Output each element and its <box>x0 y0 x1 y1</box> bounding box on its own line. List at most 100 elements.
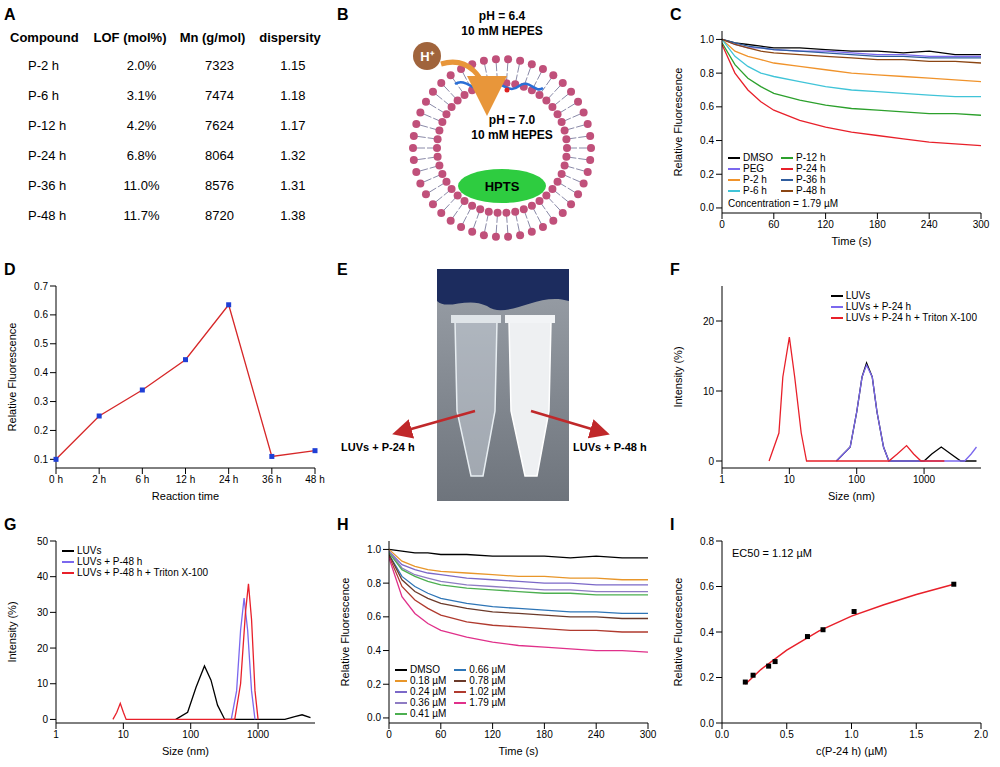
svg-text:0: 0 <box>708 456 714 467</box>
svg-text:Intensity (%): Intensity (%) <box>6 601 18 662</box>
svg-text:Relative Fluorescence: Relative Fluorescence <box>672 68 684 177</box>
svg-text:pH = 7.0: pH = 7.0 <box>489 113 536 127</box>
html-text:7624: 7624 <box>205 118 234 133</box>
html-text:7474: 7474 <box>205 88 234 103</box>
svg-text:60: 60 <box>435 729 447 740</box>
svg-text:12 h: 12 h <box>176 474 195 485</box>
svg-text:0.2: 0.2 <box>700 672 714 683</box>
svg-text:Size (nm): Size (nm) <box>828 490 875 502</box>
svg-text:0.0: 0.0 <box>715 729 729 740</box>
svg-text:20: 20 <box>703 316 715 327</box>
svg-text:0.8: 0.8 <box>367 578 381 589</box>
svg-text:100: 100 <box>848 474 865 485</box>
html-text:1.15: 1.15 <box>280 58 306 73</box>
svg-text:300: 300 <box>640 729 657 740</box>
svg-text:10: 10 <box>37 678 49 689</box>
svg-text:24 h: 24 h <box>219 474 238 485</box>
svg-text:Time (s): Time (s) <box>499 745 539 757</box>
svg-text:20: 20 <box>37 643 49 654</box>
svg-text:100: 100 <box>182 729 199 740</box>
html-text:Compound: Compound <box>10 30 79 45</box>
svg-text:0.0: 0.0 <box>367 712 381 723</box>
svg-text:0: 0 <box>719 219 725 230</box>
svg-text:180: 180 <box>536 729 553 740</box>
svg-text:0.6: 0.6 <box>700 101 714 112</box>
html-text:3.1%: 3.1% <box>126 88 157 103</box>
svg-text:0.5: 0.5 <box>780 729 794 740</box>
html-text:P-2 h: P-2 h <box>28 58 60 73</box>
svg-text:0.0: 0.0 <box>700 202 714 213</box>
svg-text:1.5: 1.5 <box>909 729 923 740</box>
html-text:7323: 7323 <box>205 58 234 73</box>
html-text:4.2%: 4.2% <box>126 118 157 133</box>
svg-text:0.4: 0.4 <box>700 135 714 146</box>
svg-text:0.4: 0.4 <box>700 627 714 638</box>
svg-text:50: 50 <box>37 536 49 547</box>
html-text:P-24 h: P-24 h <box>28 148 67 163</box>
svg-text:Intensity (%): Intensity (%) <box>672 346 684 407</box>
svg-text:180: 180 <box>869 219 886 230</box>
svg-text:36 h: 36 h <box>262 474 281 485</box>
svg-text:Reaction time: Reaction time <box>152 490 219 502</box>
svg-text:0.4: 0.4 <box>34 367 48 378</box>
svg-text:0.5: 0.5 <box>34 338 48 349</box>
svg-text:0.2: 0.2 <box>700 169 714 180</box>
svg-text:1: 1 <box>53 729 59 740</box>
html-text:1.17: 1.17 <box>280 118 306 133</box>
svg-text:0.3: 0.3 <box>34 396 48 407</box>
svg-text:1000: 1000 <box>913 474 936 485</box>
svg-text:1.0: 1.0 <box>845 729 859 740</box>
svg-text:1: 1 <box>719 474 725 485</box>
svg-text:0: 0 <box>386 729 392 740</box>
svg-text:0.6: 0.6 <box>34 309 48 320</box>
svg-text:2 h: 2 h <box>92 474 106 485</box>
svg-text:0.4: 0.4 <box>367 645 381 656</box>
svg-text:10: 10 <box>784 474 796 485</box>
svg-text:1.0: 1.0 <box>367 544 381 555</box>
svg-text:2.0: 2.0 <box>974 729 988 740</box>
svg-text:0 h: 0 h <box>49 474 63 485</box>
svg-text:60: 60 <box>768 219 780 230</box>
html-text:Mn (g/mol): Mn (g/mol) <box>179 30 246 45</box>
svg-text:300: 300 <box>973 219 990 230</box>
svg-text:0.1: 0.1 <box>34 454 48 465</box>
svg-text:Relative Fluorescence: Relative Fluorescence <box>339 578 351 687</box>
svg-text:0.6: 0.6 <box>367 611 381 622</box>
html-text:LOF (mol%): LOF (mol%) <box>93 30 167 45</box>
html-text:P-12 h: P-12 h <box>28 118 67 133</box>
svg-text:30: 30 <box>37 607 49 618</box>
svg-text:48 h: 48 h <box>305 474 324 485</box>
svg-text:10: 10 <box>703 386 715 397</box>
svg-text:HPTS: HPTS <box>485 179 520 194</box>
svg-text:10 mM HEPES: 10 mM HEPES <box>461 24 542 38</box>
html-text:1.18: 1.18 <box>280 88 306 103</box>
svg-text:40: 40 <box>37 571 49 582</box>
html-text:dispersity: dispersity <box>259 30 321 45</box>
svg-text:0.6: 0.6 <box>700 581 714 592</box>
svg-text:0.8: 0.8 <box>700 68 714 79</box>
svg-text:6 h: 6 h <box>135 474 149 485</box>
svg-text:240: 240 <box>588 729 605 740</box>
svg-text:120: 120 <box>817 219 834 230</box>
svg-text:H⁺: H⁺ <box>420 49 434 64</box>
svg-text:c(P-24 h) (µM): c(P-24 h) (µM) <box>816 745 887 757</box>
svg-text:0.2: 0.2 <box>34 425 48 436</box>
svg-text:0.2: 0.2 <box>367 679 381 690</box>
svg-text:Size (nm): Size (nm) <box>162 745 209 757</box>
svg-text:pH = 6.4: pH = 6.4 <box>479 9 526 23</box>
svg-text:0: 0 <box>42 714 48 725</box>
html-text:P-6 h: P-6 h <box>28 88 60 103</box>
svg-text:10 mM HEPES: 10 mM HEPES <box>471 128 552 142</box>
svg-text:10: 10 <box>118 729 130 740</box>
svg-text:0.0: 0.0 <box>700 718 714 729</box>
html-text:2.0%: 2.0% <box>126 58 157 73</box>
svg-text:120: 120 <box>484 729 501 740</box>
svg-text:0.8: 0.8 <box>700 536 714 547</box>
svg-text:Time (s): Time (s) <box>832 235 872 247</box>
svg-text:Relative Fluorescence: Relative Fluorescence <box>6 323 18 432</box>
svg-text:0.7: 0.7 <box>34 281 48 292</box>
svg-text:240: 240 <box>921 219 938 230</box>
svg-text:1000: 1000 <box>247 729 270 740</box>
svg-text:Relative Fluorescence: Relative Fluorescence <box>672 578 684 687</box>
svg-text:1.0: 1.0 <box>700 34 714 45</box>
